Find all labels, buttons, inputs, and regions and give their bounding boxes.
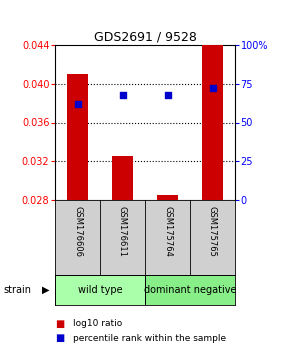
Text: dominant negative: dominant negative (144, 285, 236, 295)
Text: GSM175765: GSM175765 (208, 206, 217, 257)
Text: GSM176606: GSM176606 (73, 206, 82, 257)
Bar (68, 74, 88, 200)
Text: wild type: wild type (78, 285, 122, 295)
Point (75, 101, 80, 107)
Text: log10 ratio: log10 ratio (73, 319, 122, 329)
Text: ▶: ▶ (42, 285, 50, 295)
Point (210, 86, 215, 91)
Point (165, 92, 170, 97)
Bar (202, 45, 223, 200)
Bar (158, 195, 178, 200)
Text: GSM176611: GSM176611 (118, 206, 127, 257)
Text: ■: ■ (55, 319, 64, 329)
Bar (55, 275, 145, 305)
Text: ■: ■ (55, 333, 64, 343)
Point (120, 92, 125, 97)
Text: strain: strain (3, 285, 31, 295)
Text: GSM175764: GSM175764 (163, 206, 172, 257)
Bar (145, 275, 235, 305)
Bar (112, 156, 133, 200)
Title: GDS2691 / 9528: GDS2691 / 9528 (94, 31, 196, 44)
Text: percentile rank within the sample: percentile rank within the sample (73, 333, 226, 343)
